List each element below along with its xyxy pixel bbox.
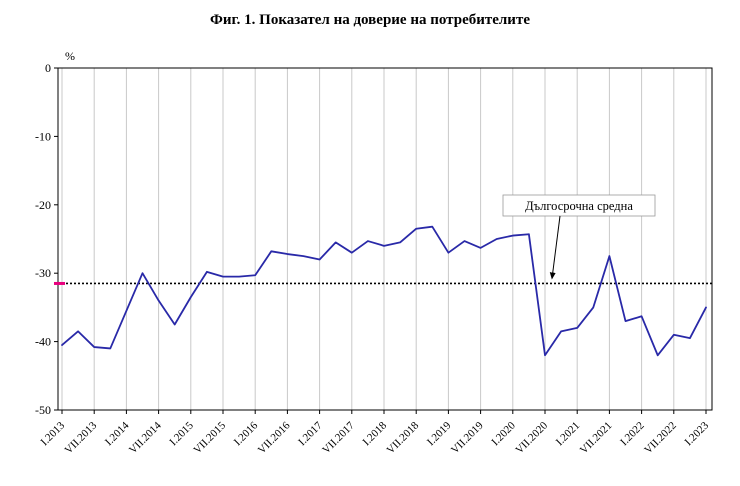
- x-tick-label: I.2018: [361, 419, 390, 448]
- annotation-arrow: [549, 215, 561, 280]
- x-tick-label: I.2013: [39, 419, 68, 448]
- y-axis-unit-label: %: [65, 49, 75, 63]
- y-tick-label: 0: [45, 61, 51, 75]
- plot-border: [57, 67, 713, 411]
- x-tick-label: I.2017: [296, 419, 325, 448]
- consumer-confidence-line: [61, 225, 707, 357]
- y-tick-label: -10: [35, 129, 51, 143]
- y-tick-label: -50: [35, 403, 51, 417]
- annotation-label: Дългосрочна средна: [525, 199, 633, 213]
- plot-background: [58, 68, 712, 410]
- y-tick-label: -30: [35, 266, 51, 280]
- x-tick-label: I.2020: [489, 419, 518, 448]
- x-tick-label: VII.2020: [513, 419, 550, 456]
- x-tick-label: I.2015: [167, 419, 196, 448]
- x-tick-label: VII.2018: [385, 419, 422, 456]
- x-tick-label: VII.2017: [320, 419, 357, 456]
- x-tick-label: VII.2021: [578, 420, 615, 457]
- x-tick-label: VII.2022: [642, 420, 679, 457]
- x-tick-label: VII.2015: [191, 419, 228, 456]
- x-tick-label: I.2014: [103, 419, 132, 448]
- y-tick-label: -20: [35, 198, 51, 212]
- x-tick-label: I.2022: [618, 420, 647, 449]
- x-tick-label: VII.2019: [449, 419, 486, 456]
- x-tick-label: I.2019: [425, 419, 454, 448]
- x-tick-label: I.2016: [232, 419, 261, 448]
- x-tick-label: VII.2016: [256, 419, 293, 456]
- x-tick-label: VII.2013: [63, 419, 100, 456]
- annotation-box: [502, 194, 656, 217]
- chart-title: Фиг. 1. Показател на доверие на потребит…: [210, 12, 530, 28]
- x-tick-label: VII.2014: [127, 419, 164, 456]
- y-tick-label: -40: [35, 335, 51, 349]
- x-tick-label: I.2021: [554, 420, 583, 449]
- x-tick-label: I.2023: [683, 419, 712, 448]
